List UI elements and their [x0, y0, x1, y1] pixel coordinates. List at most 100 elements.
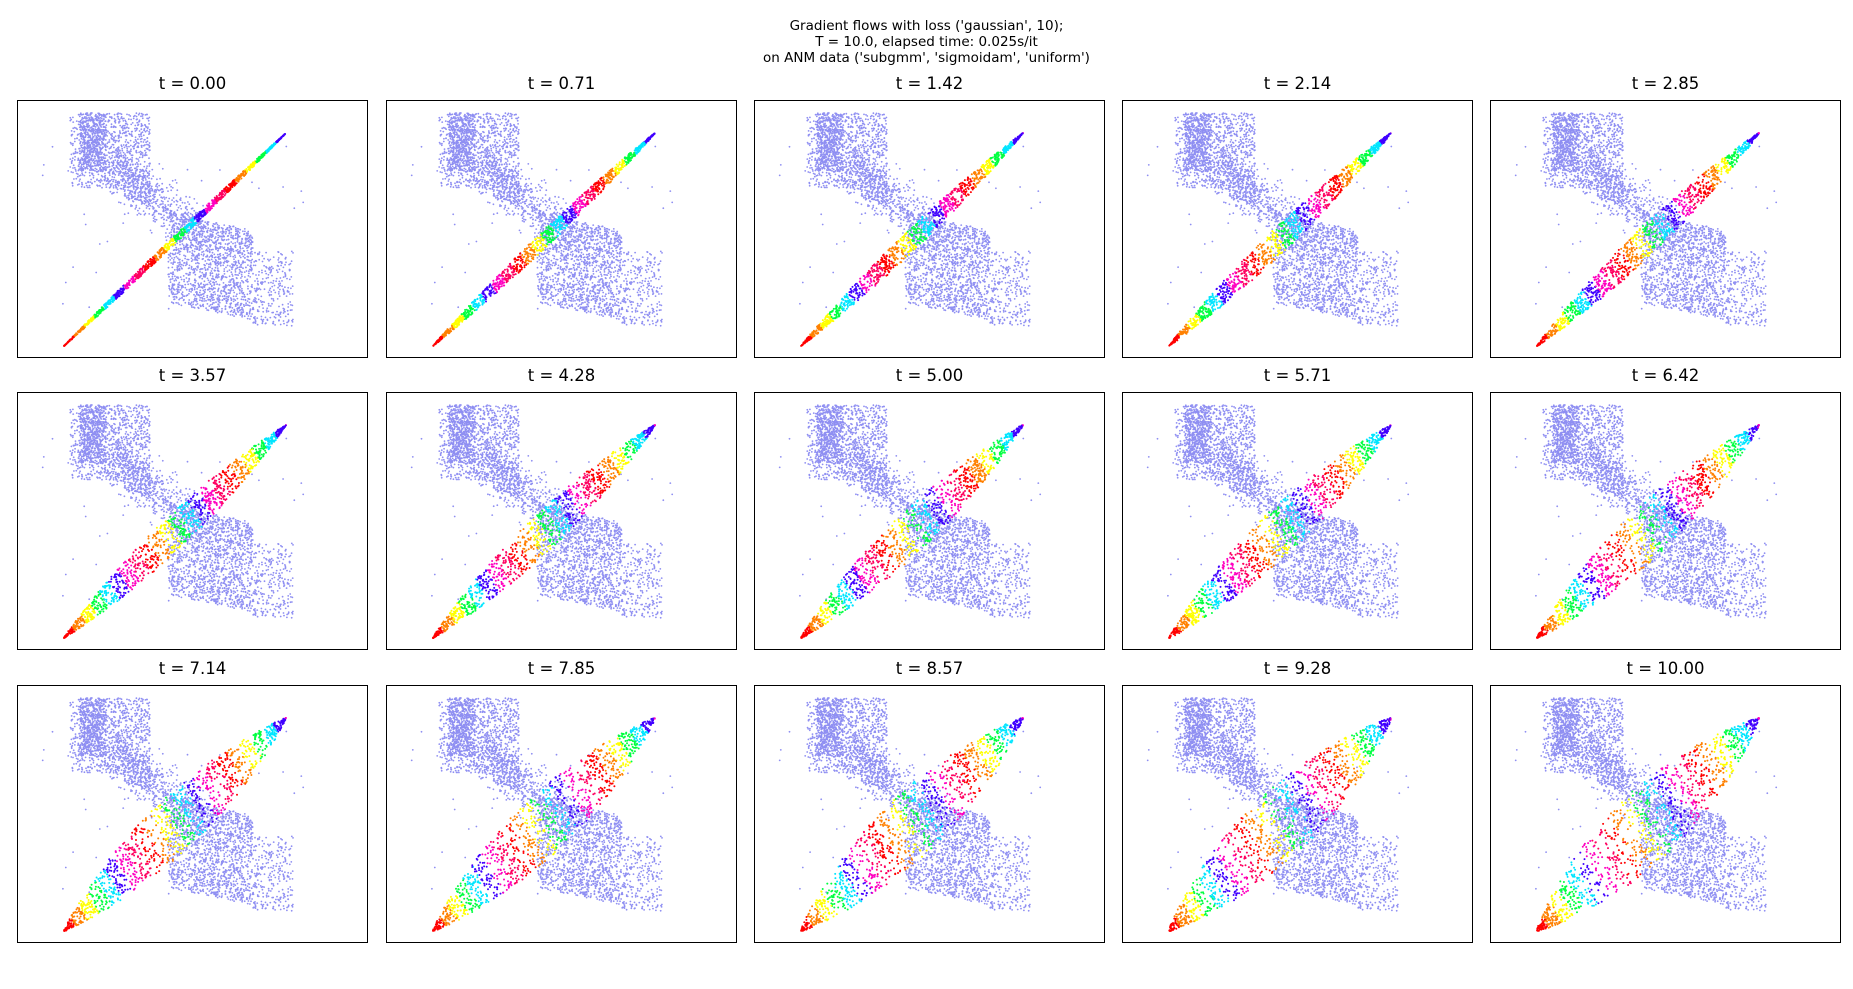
target-point: [139, 130, 141, 132]
target-point: [278, 291, 280, 293]
target-point: [270, 291, 272, 293]
target-point: [178, 248, 180, 250]
target-point: [69, 120, 71, 122]
target-point: [102, 170, 104, 172]
target-point: [90, 181, 92, 183]
target-point: [127, 173, 129, 175]
target-point: [216, 273, 218, 275]
target-point: [145, 177, 147, 179]
target-point: [139, 157, 141, 159]
target-point: [171, 203, 173, 205]
target-point: [89, 114, 91, 116]
target-point: [217, 224, 219, 226]
target-point: [136, 198, 138, 200]
target-point: [283, 310, 285, 312]
flow-point: [113, 296, 115, 298]
flow-point: [190, 227, 192, 229]
target-point: [237, 298, 239, 300]
target-point: [153, 201, 155, 203]
target-point: [143, 175, 145, 177]
target-point: [198, 254, 200, 256]
target-point: [146, 176, 148, 178]
target-point: [140, 213, 142, 215]
target-point: [109, 156, 111, 158]
target-point: [128, 114, 130, 116]
target-point: [218, 288, 220, 290]
flow-point: [155, 258, 157, 260]
target-point: [212, 241, 214, 243]
target-point: [217, 270, 219, 272]
target-point: [136, 152, 138, 154]
target-point: [207, 299, 209, 301]
target-point: [244, 276, 246, 278]
target-point: [197, 303, 199, 305]
target-point: [141, 138, 143, 140]
target-point: [160, 213, 162, 215]
target-point: [269, 289, 271, 291]
target-point: [269, 272, 271, 274]
target-point: [241, 308, 243, 310]
target-point: [148, 174, 150, 176]
target-point: [106, 132, 108, 134]
target-point: [215, 229, 217, 231]
target-point: [81, 186, 83, 188]
target-point: [133, 141, 135, 143]
target-point: [232, 314, 234, 316]
target-point: [252, 273, 254, 275]
target-point: [138, 179, 140, 181]
target-point: [195, 295, 197, 297]
target-point: [253, 265, 255, 267]
target-point: [116, 171, 118, 173]
flow-point: [213, 201, 215, 203]
target-point: [105, 129, 107, 131]
target-point: [228, 295, 230, 297]
target-point: [245, 302, 247, 304]
target-point: [201, 180, 203, 182]
target-point: [146, 167, 148, 169]
target-point: [146, 165, 148, 167]
target-point: [105, 162, 107, 164]
target-point: [158, 163, 160, 165]
target-point: [208, 266, 210, 268]
target-point: [241, 276, 243, 278]
target-point: [126, 197, 128, 199]
target-point: [145, 182, 147, 184]
target-point: [236, 274, 238, 276]
target-point: [256, 317, 258, 319]
target-point: [209, 230, 211, 232]
target-point: [124, 190, 126, 192]
target-point: [123, 152, 125, 154]
target-point: [191, 268, 193, 270]
target-point: [159, 204, 161, 206]
target-point: [289, 293, 291, 295]
target-point: [196, 266, 198, 268]
target-point: [229, 292, 231, 294]
target-point: [99, 185, 101, 187]
target-point: [217, 294, 219, 296]
target-point: [131, 133, 133, 135]
target-point: [168, 276, 170, 278]
target-point: [246, 259, 248, 261]
target-point: [126, 114, 128, 116]
flow-point: [149, 258, 151, 260]
target-point: [158, 185, 160, 187]
target-point: [204, 291, 206, 293]
target-point: [178, 289, 180, 291]
target-point: [254, 280, 256, 282]
flow-point: [270, 145, 272, 147]
target-point: [91, 159, 93, 161]
flow-point: [171, 240, 173, 242]
target-point: [249, 305, 251, 307]
target-point: [146, 154, 148, 156]
flow-point: [135, 278, 137, 280]
target-point: [192, 231, 194, 233]
flow-point: [147, 261, 149, 263]
target-point: [260, 296, 262, 298]
target-point: [183, 265, 185, 267]
flow-point: [197, 217, 199, 219]
target-point: [120, 179, 122, 181]
target-point: [102, 144, 104, 146]
target-point: [274, 285, 276, 287]
target-point: [105, 184, 107, 186]
target-point: [153, 198, 155, 200]
